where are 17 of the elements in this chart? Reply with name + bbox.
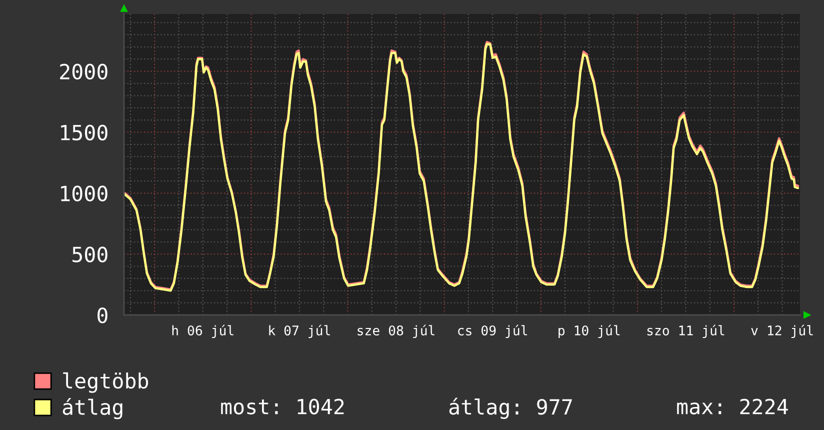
y-tick-label: 0	[98, 308, 108, 324]
legend-label: átlag	[62, 398, 122, 420]
x-tick-label: p 10 júl	[558, 324, 620, 338]
text: max: 2224	[677, 398, 788, 414]
y-tick-label: 500	[72, 246, 108, 262]
x-tick-label: v 12 júl	[751, 324, 813, 338]
x-tick-label: szo 11 júl	[647, 324, 724, 338]
x-tick-label: cs 09 júl	[458, 324, 528, 338]
y-tick-label: 1500	[61, 124, 108, 140]
x-tick-label: h 06 júl	[172, 324, 234, 338]
x-tick-label: sze 08 júl	[358, 324, 434, 338]
text: most: 1042	[221, 398, 344, 414]
legend-label: legtöbb	[63, 372, 148, 393]
y-tick-label: 1000	[61, 186, 108, 202]
x-tick-label: k 07 júl	[269, 324, 330, 338]
y-tick-label: 2000	[60, 64, 108, 80]
text: átlag: 977	[449, 398, 572, 419]
